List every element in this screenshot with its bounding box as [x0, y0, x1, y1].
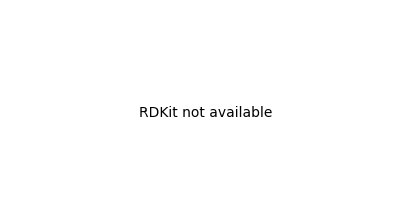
Text: RDKit not available: RDKit not available	[139, 106, 272, 120]
